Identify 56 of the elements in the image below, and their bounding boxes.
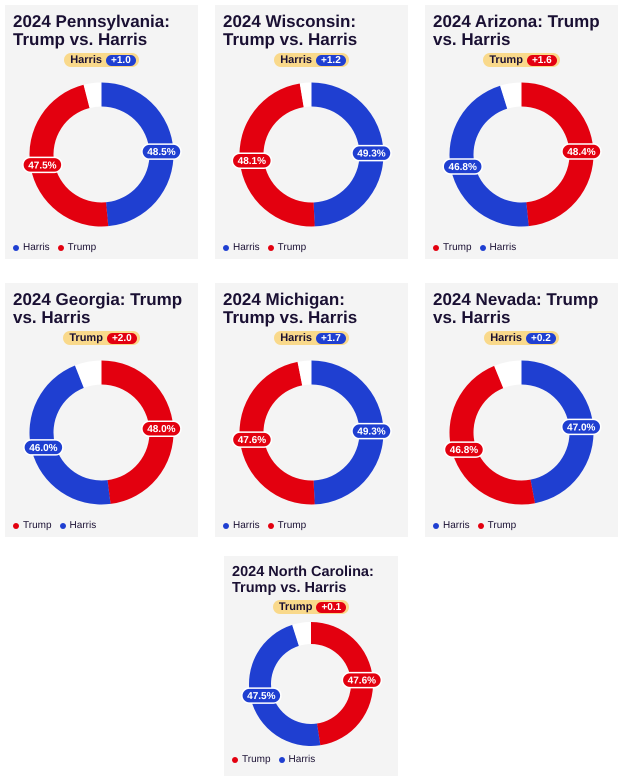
legend-label: Harris [288, 754, 316, 765]
text: +1.6 [526, 54, 557, 66]
text: Trump [278, 601, 312, 613]
text: +0.2 [526, 332, 556, 344]
legend-label: Harris [22, 242, 50, 253]
legend-label: Trump [442, 242, 472, 253]
data-label: 49.3% [357, 148, 386, 160]
donut-slice [74, 360, 102, 388]
text: Harris [70, 54, 102, 66]
legend-label: Trump [276, 242, 306, 253]
text: Harris [280, 332, 312, 344]
donut-slice [292, 622, 311, 646]
data-label: 47.5% [247, 691, 276, 702]
text: +1.7 [316, 332, 346, 344]
chart-title: 2024 Pennsylvania: Trump vs. Harris [12, 12, 171, 49]
data-label: 47.6% [348, 676, 376, 687]
text: +0.1 [316, 602, 346, 612]
legend-label: Harris [442, 520, 470, 531]
data-label: 46.0% [29, 442, 58, 454]
text: +2.0 [106, 332, 137, 344]
legend-label: Harris [232, 520, 260, 531]
data-label: 49.3% [357, 426, 386, 438]
data-label: 48.0% [147, 424, 176, 436]
donut-slice [494, 360, 522, 388]
data-label: 47.0% [567, 422, 596, 434]
data-label: 48.5% [147, 147, 176, 158]
donut-slice [298, 360, 312, 386]
data-label: 47.5% [28, 160, 57, 172]
data-label: 47.6% [238, 435, 266, 446]
text: +1.0 [106, 54, 136, 66]
data-label: 46.8% [450, 445, 478, 456]
text: Harris [280, 54, 312, 66]
chart-title: 2024 North Carolina: Trump vs. Harris [231, 564, 375, 596]
text: +1.2 [316, 54, 346, 66]
legend-label: Trump [66, 242, 96, 253]
legend-label: Trump [486, 520, 516, 531]
legend-label: Trump [241, 754, 271, 765]
legend-label: Trump [276, 520, 306, 531]
chart-title: 2024 Nevada: Trump vs. Harris [432, 290, 600, 327]
data-label: 48.4% [567, 146, 596, 158]
text: Trump [69, 332, 103, 344]
donut-slice [84, 82, 102, 108]
donut-slice [500, 82, 522, 109]
chart-title: 2024 Arizona: Trump vs. Harris [432, 12, 601, 49]
text: Harris [490, 332, 522, 344]
data-label: 48.1% [238, 156, 266, 168]
text: Trump [489, 54, 523, 66]
donut-slice [300, 82, 312, 108]
legend-label: Harris [68, 520, 96, 531]
legend-label: Harris [488, 242, 516, 253]
chart-title: 2024 Michigan: Trump vs. Harris [222, 290, 358, 327]
legend-label: Trump [22, 520, 52, 531]
legend-label: Harris [232, 242, 260, 253]
data-label: 46.8% [448, 162, 477, 173]
chart-title: 2024 Georgia: Trump vs. Harris [12, 290, 184, 327]
chart-title: 2024 Wisconsin: Trump vs. Harris [222, 12, 358, 49]
